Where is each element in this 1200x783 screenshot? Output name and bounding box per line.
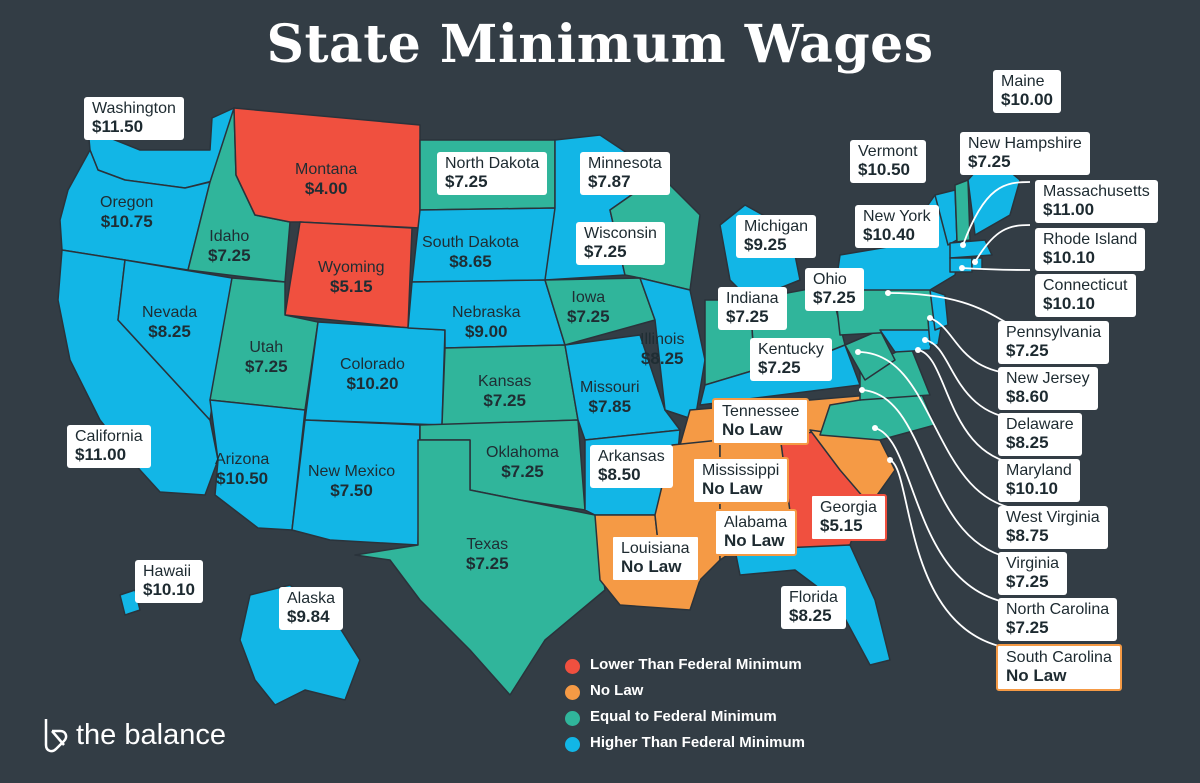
- callout-alaska: Alaska $9.84: [279, 587, 344, 630]
- brand-name: the balance: [76, 719, 226, 751]
- callout-florida: Florida $8.25: [781, 586, 846, 629]
- state-texas[interactable]: [354, 439, 606, 696]
- callout-georgia: Georgia $5.15: [810, 494, 887, 541]
- state-new-mexico[interactable]: [291, 419, 421, 546]
- page-title: State Minimum Wages: [266, 14, 934, 75]
- legend-dot-equal: [565, 711, 580, 726]
- legend-dot-no-law: [565, 685, 580, 700]
- legend-dot-lower: [565, 659, 580, 674]
- label-nevada: Nevada $8.25: [142, 304, 198, 341]
- label-new-mexico: New Mexico $7.50: [308, 463, 396, 500]
- callout-maine: Maine $10.00: [993, 70, 1061, 113]
- state-west-virginia[interactable]: [844, 329, 896, 381]
- callout-north-dakota: North Dakota $7.25: [437, 152, 548, 195]
- label-iowa: Iowa $7.25: [567, 289, 610, 326]
- state-florida[interactable]: [734, 544, 891, 666]
- callout-new-jersey: New Jersey $8.60: [998, 367, 1098, 410]
- callout-ohio: Ohio $7.25: [805, 268, 864, 311]
- callout-virginia: Virginia $7.25: [998, 552, 1068, 595]
- callout-louisiana: Louisiana No Law: [611, 535, 700, 582]
- callout-washington: Washington $11.50: [84, 97, 184, 140]
- callout-vermont: Vermont $10.50: [850, 140, 926, 183]
- callout-delaware: Delaware $8.25: [998, 413, 1082, 456]
- state-new-hampshire[interactable]: [954, 179, 971, 243]
- callout-minnesota: Minnesota $7.87: [580, 152, 670, 195]
- label-arizona: Arizona $10.50: [215, 451, 270, 488]
- callout-indiana: Indiana $7.25: [718, 287, 787, 330]
- callout-pennsylvania: Pennsylvania $7.25: [998, 321, 1110, 364]
- legend-dot-higher: [565, 737, 580, 752]
- callout-new-york: New York $10.40: [855, 205, 939, 248]
- label-utah: Utah $7.25: [245, 339, 288, 376]
- callout-kentucky: Kentucky $7.25: [750, 338, 832, 381]
- callout-massachusetts: Massachusetts $11.00: [1035, 180, 1158, 223]
- callout-hawaii: Hawaii $10.10: [135, 560, 203, 603]
- legend-label-higher: Higher Than Federal Minimum: [590, 734, 806, 751]
- callout-north-carolina: North Carolina $7.25: [998, 598, 1118, 641]
- callout-california: California $11.00: [67, 425, 151, 468]
- callout-west-virginia: West Virginia $8.75: [998, 506, 1108, 549]
- callout-connecticut: Connecticut $10.10: [1035, 274, 1136, 317]
- label-texas: Texas $7.25: [466, 536, 509, 573]
- the-balance-logo-icon: [44, 719, 68, 753]
- legend-label-equal: Equal to Federal Minimum: [590, 708, 777, 725]
- callout-tennessee: Tennessee No Law: [712, 398, 810, 445]
- state-arizona[interactable]: [209, 399, 306, 531]
- callout-new-hampshire: New Hampshire $7.25: [960, 132, 1090, 175]
- callout-rhode-island: Rhode Island $10.10: [1035, 228, 1146, 271]
- callout-alabama: Alabama No Law: [714, 509, 798, 556]
- callout-wisconsin: Wisconsin $7.25: [576, 222, 665, 265]
- state-nevada[interactable]: [117, 259, 233, 421]
- label-oregon: Oregon $10.75: [100, 194, 154, 231]
- label-colorado: Colorado $10.20: [340, 356, 405, 393]
- legend-label-lower: Lower Than Federal Minimum: [590, 656, 802, 673]
- label-nebraska: Nebraska $9.00: [452, 304, 521, 341]
- state-maryland[interactable]: [879, 329, 936, 353]
- state-massachusetts[interactable]: [949, 239, 993, 259]
- callout-mississippi: Mississippi No Law: [692, 457, 790, 504]
- label-wyoming: Wyoming $5.15: [318, 259, 385, 296]
- callout-arkansas: Arkansas $8.50: [590, 445, 673, 488]
- legend-label-no-law: No Law: [590, 682, 644, 699]
- label-oklahoma: Oklahoma $7.25: [486, 444, 559, 481]
- callout-maryland: Maryland $10.10: [998, 459, 1080, 502]
- label-illinois: Illinois $8.25: [640, 331, 685, 368]
- label-kansas: Kansas $7.25: [478, 373, 532, 410]
- label-missouri: Missouri $7.85: [580, 379, 640, 416]
- label-montana: Montana $4.00: [295, 161, 358, 198]
- callout-south-carolina: South Carolina No Law: [996, 644, 1122, 691]
- callout-michigan: Michigan $9.25: [736, 215, 817, 258]
- label-idaho: Idaho $7.25: [208, 228, 251, 265]
- label-south-dakota: South Dakota $8.65: [422, 234, 519, 271]
